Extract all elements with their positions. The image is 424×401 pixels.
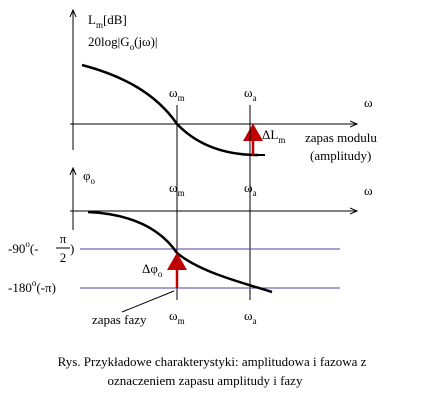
- label: ω: [364, 95, 373, 110]
- label: ΔLm: [262, 127, 285, 145]
- label: ωm: [169, 85, 185, 103]
- curve: [87, 210, 273, 294]
- label: 20log|Go(jω)|: [88, 34, 158, 52]
- label: ωa: [244, 308, 257, 326]
- label: Lm[dB]: [88, 12, 127, 30]
- caption: Rys. Przykładowe charakterystyki: amplit…: [58, 354, 367, 369]
- caption: oznaczeniem zapasu amplitudy i fazy: [108, 373, 303, 388]
- label: ωa: [244, 85, 257, 103]
- label: ω: [364, 183, 373, 198]
- label: zapas modulu: [305, 130, 377, 145]
- label: π: [60, 231, 67, 246]
- label: ωm: [169, 180, 185, 198]
- label: ωa: [244, 180, 257, 198]
- label: -180o(-π): [8, 278, 56, 295]
- label: zapas fazy: [92, 312, 147, 327]
- label: 2: [60, 250, 67, 265]
- label: ): [70, 241, 74, 256]
- label: φo: [83, 168, 96, 186]
- curve: [81, 63, 259, 157]
- pointer: [121, 290, 175, 313]
- label: ωm: [169, 308, 185, 326]
- label: Δφo: [142, 261, 163, 279]
- label: (amplitudy): [310, 148, 371, 163]
- label: -90o(-: [8, 239, 39, 256]
